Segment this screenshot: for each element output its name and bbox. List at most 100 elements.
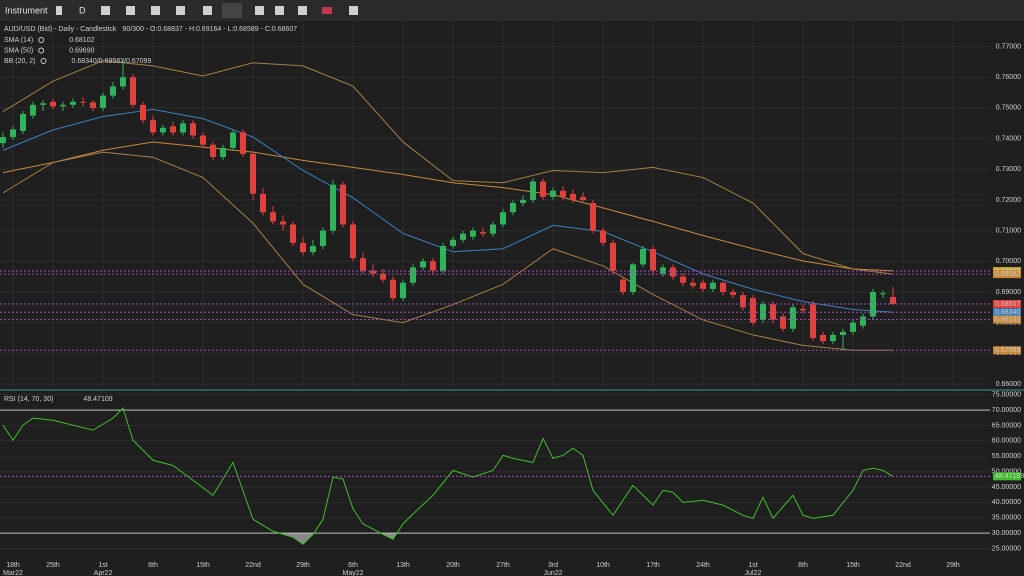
candle-body xyxy=(390,279,396,299)
candle-body xyxy=(280,221,286,225)
candle-body xyxy=(0,137,6,144)
y-tick-label: 0.73000 xyxy=(996,166,1021,173)
candle-body xyxy=(260,193,266,213)
candle-body xyxy=(40,103,46,105)
indicator-line xyxy=(2,141,894,272)
y-tick-label: 50.00000 xyxy=(992,468,1021,475)
y-tick-label: 0.70000 xyxy=(996,258,1021,265)
candle-body xyxy=(330,184,336,231)
y-tick-label: 45.00000 xyxy=(992,484,1021,491)
toolbar xyxy=(0,0,1024,21)
candle-body xyxy=(110,86,116,96)
y-tick-label: 25.00000 xyxy=(992,545,1021,552)
candle-body xyxy=(760,304,766,320)
panel-title: RSI (14, 70, 30) xyxy=(4,396,53,403)
x-month-label: Jun22 xyxy=(543,570,562,576)
pen-button[interactable] xyxy=(126,6,135,15)
y-tick-label: 40.00000 xyxy=(992,499,1021,506)
indicator-value: 0.69690 xyxy=(69,47,94,54)
interval-menu[interactable]: D xyxy=(79,5,86,15)
panel-divider xyxy=(0,389,1024,391)
candle-body xyxy=(320,230,326,246)
layout-button[interactable] xyxy=(203,6,212,15)
candle-body xyxy=(820,334,826,342)
candle-body xyxy=(140,104,146,121)
candle-body xyxy=(670,267,676,277)
candle-body xyxy=(780,316,786,329)
chart-type-button[interactable] xyxy=(56,6,62,15)
indicator-button[interactable] xyxy=(255,6,264,15)
candle-body xyxy=(300,242,306,253)
candle-body xyxy=(380,273,386,280)
candle-body xyxy=(350,224,356,259)
candle-body xyxy=(810,304,816,338)
candle-body xyxy=(850,322,856,332)
candle-body xyxy=(630,264,636,292)
price-tag xyxy=(993,308,1021,317)
candle-body xyxy=(530,181,536,200)
candle-body xyxy=(50,101,56,107)
price-tag xyxy=(993,346,1021,355)
candle-body xyxy=(190,123,196,136)
candle-body xyxy=(550,190,556,197)
x-tick-label: 3rd xyxy=(548,562,558,569)
candle-body xyxy=(750,298,756,323)
candle-body xyxy=(90,102,96,108)
candle-body xyxy=(20,114,26,131)
candle-body xyxy=(490,224,496,234)
language-button[interactable] xyxy=(322,7,332,14)
x-tick-label: 8th xyxy=(148,562,158,569)
x-tick-label: 1st xyxy=(98,562,107,569)
delete-button[interactable] xyxy=(176,6,185,15)
candle-body xyxy=(790,307,796,329)
candle-body xyxy=(740,295,746,308)
value-tag xyxy=(993,472,1021,481)
fit-button[interactable] xyxy=(222,3,242,18)
x-tick-label: 6th xyxy=(348,562,358,569)
x-tick-label: 22nd xyxy=(895,562,911,569)
indicator-name: SMA (50) xyxy=(4,47,33,54)
draw-button[interactable] xyxy=(101,6,110,15)
price-tag-label: 0.68102 xyxy=(995,316,1020,323)
x-tick-label: 24th xyxy=(696,562,710,569)
x-tick-label: 15th xyxy=(196,562,210,569)
indicator-toggle[interactable] xyxy=(38,47,45,54)
indicator-value: 0.68340/0.69582/0.67099 xyxy=(72,58,152,65)
indicator-line xyxy=(2,60,894,275)
y-tick-label: 0.75000 xyxy=(996,105,1021,112)
candle-body xyxy=(890,296,896,305)
candle-body xyxy=(240,132,246,154)
candle-body xyxy=(370,270,376,274)
y-tick-label: 0.76000 xyxy=(996,74,1021,81)
instrument-menu[interactable]: Instrument xyxy=(5,5,48,15)
x-tick-label: 13th xyxy=(396,562,410,569)
candle-body xyxy=(510,203,516,213)
price-tag-label: 0.68340 xyxy=(995,309,1020,316)
indicator-toggle[interactable] xyxy=(38,37,45,43)
candle-body xyxy=(520,199,526,204)
candle-body xyxy=(200,135,206,145)
panel xyxy=(0,22,990,388)
price-tag xyxy=(993,270,1021,279)
candle-body xyxy=(600,230,606,243)
share-button[interactable] xyxy=(275,6,284,15)
chart-title: AUD/USD (Bid) - Daily - Candlestick xyxy=(4,26,117,33)
tools-button[interactable] xyxy=(151,6,160,15)
indicator-toggle[interactable] xyxy=(40,58,47,64)
y-tick-label: 65.00000 xyxy=(992,422,1021,429)
x-tick-label: 8th xyxy=(798,562,808,569)
y-tick-label: 60.00000 xyxy=(992,438,1021,445)
settings-button[interactable] xyxy=(349,6,358,15)
candle-body xyxy=(450,239,456,246)
candle-body xyxy=(480,232,486,234)
indicator-line xyxy=(2,151,893,351)
toolbar-icons xyxy=(56,3,358,18)
candle-body xyxy=(220,147,226,157)
y-tick-label: 0.71000 xyxy=(996,227,1021,234)
x-tick-label: 22nd xyxy=(245,562,261,569)
candle-body xyxy=(640,249,646,265)
indicator-name: SMA (14) xyxy=(4,37,33,44)
y-tick-label: 0.77000 xyxy=(996,43,1021,50)
theme-button[interactable] xyxy=(298,6,307,15)
y-tick-label: 35.00000 xyxy=(992,515,1021,522)
